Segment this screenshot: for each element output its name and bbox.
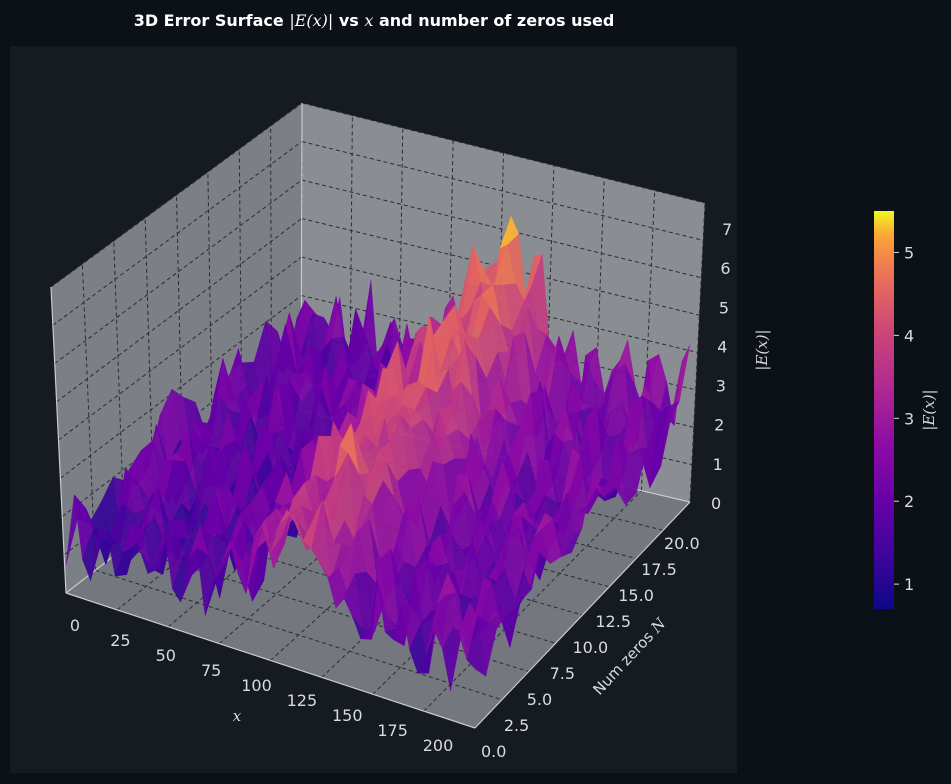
pane-edge (65, 592, 476, 729)
x-tick-label: 75 (201, 661, 221, 680)
x-tick-label: 100 (241, 676, 272, 695)
z-tick-label: 3 (716, 377, 726, 396)
x-axis-label: x (233, 707, 242, 725)
z-tick-label: 7 (722, 220, 732, 239)
title-prefix: 3D Error Surface (134, 11, 290, 30)
title-mid: vs (333, 11, 364, 30)
y-tick-label: 12.5 (595, 612, 631, 631)
colorbar-tick-label: 1 (904, 575, 914, 594)
error-surface (65, 215, 691, 691)
colorbar (874, 211, 894, 609)
colorbar-tick-label: 3 (904, 409, 914, 428)
grid-line-y (271, 433, 664, 531)
y-tick-label: 2.5 (504, 716, 529, 735)
grid-line-z-side (52, 141, 303, 326)
x-tick-label: 125 (287, 691, 318, 710)
colorbar-ticks: 1 2 3 4 5 (894, 243, 914, 594)
title-math: |E(x)| (289, 11, 333, 30)
y-tick-label: 0.0 (481, 742, 506, 761)
z-tick-label: 1 (713, 455, 723, 474)
colorbar-label: |E(x)| (920, 389, 938, 430)
x-tick-label: 0 (70, 616, 80, 635)
x-tick-label: 25 (110, 631, 130, 650)
x-tick-label: 200 (423, 736, 454, 755)
x-axis-ticks: 0 25 50 75 100 125 150 175 200 (70, 616, 453, 755)
left-pane (51, 103, 302, 593)
grid-line-y (95, 569, 503, 701)
y-axis-ticks: 0.0 2.5 5.0 7.5 10.0 12.5 15.0 17.5 20.0 (481, 534, 700, 761)
grid-line-z-side (58, 256, 302, 441)
x-tick-label: 150 (332, 706, 363, 725)
pane-edge (50, 286, 67, 594)
grid-line-z-side (50, 102, 303, 288)
pane-edge (474, 501, 691, 729)
z-tick-label: 2 (714, 416, 724, 435)
z-tick-label: 0 (711, 494, 721, 513)
z-tick-label: 6 (720, 259, 730, 278)
colorbar-tick-label: 4 (904, 326, 914, 345)
y-tick-label: 15.0 (618, 586, 654, 605)
grid-line-z-back (301, 102, 706, 204)
y-tick-label: 7.5 (550, 664, 575, 683)
x-tick-label: 175 (377, 721, 408, 740)
grid-line-z-back (301, 141, 704, 241)
title-variable: x (364, 11, 373, 30)
grid-line-z-side (54, 179, 303, 364)
colorbar-tick-label: 2 (904, 492, 914, 511)
grid-line-x (423, 490, 642, 712)
y-tick-label: 10.0 (573, 638, 609, 657)
x-tick-label: 50 (156, 646, 176, 665)
title-suffix: and number of zeros used (373, 11, 614, 30)
y-tick-label: 20.0 (664, 534, 700, 553)
grid-line-z-side (60, 295, 302, 479)
grid-line-z-back (301, 179, 702, 279)
grid-line-z-side (56, 218, 302, 403)
y-tick-label: 5.0 (527, 690, 552, 709)
z-tick-label: 5 (719, 298, 729, 317)
grid-line-x (372, 478, 594, 695)
colorbar-tick-label: 5 (904, 243, 914, 262)
z-axis-ticks: 0 1 2 3 4 5 6 7 (711, 220, 732, 513)
z-tick-label: 4 (717, 337, 727, 356)
y-tick-label: 17.5 (641, 560, 677, 579)
z-axis-label: |E(x)| (753, 329, 771, 370)
chart-title: 3D Error Surface |E(x)| vs x and number … (134, 11, 615, 30)
surface-facet (466, 615, 486, 677)
